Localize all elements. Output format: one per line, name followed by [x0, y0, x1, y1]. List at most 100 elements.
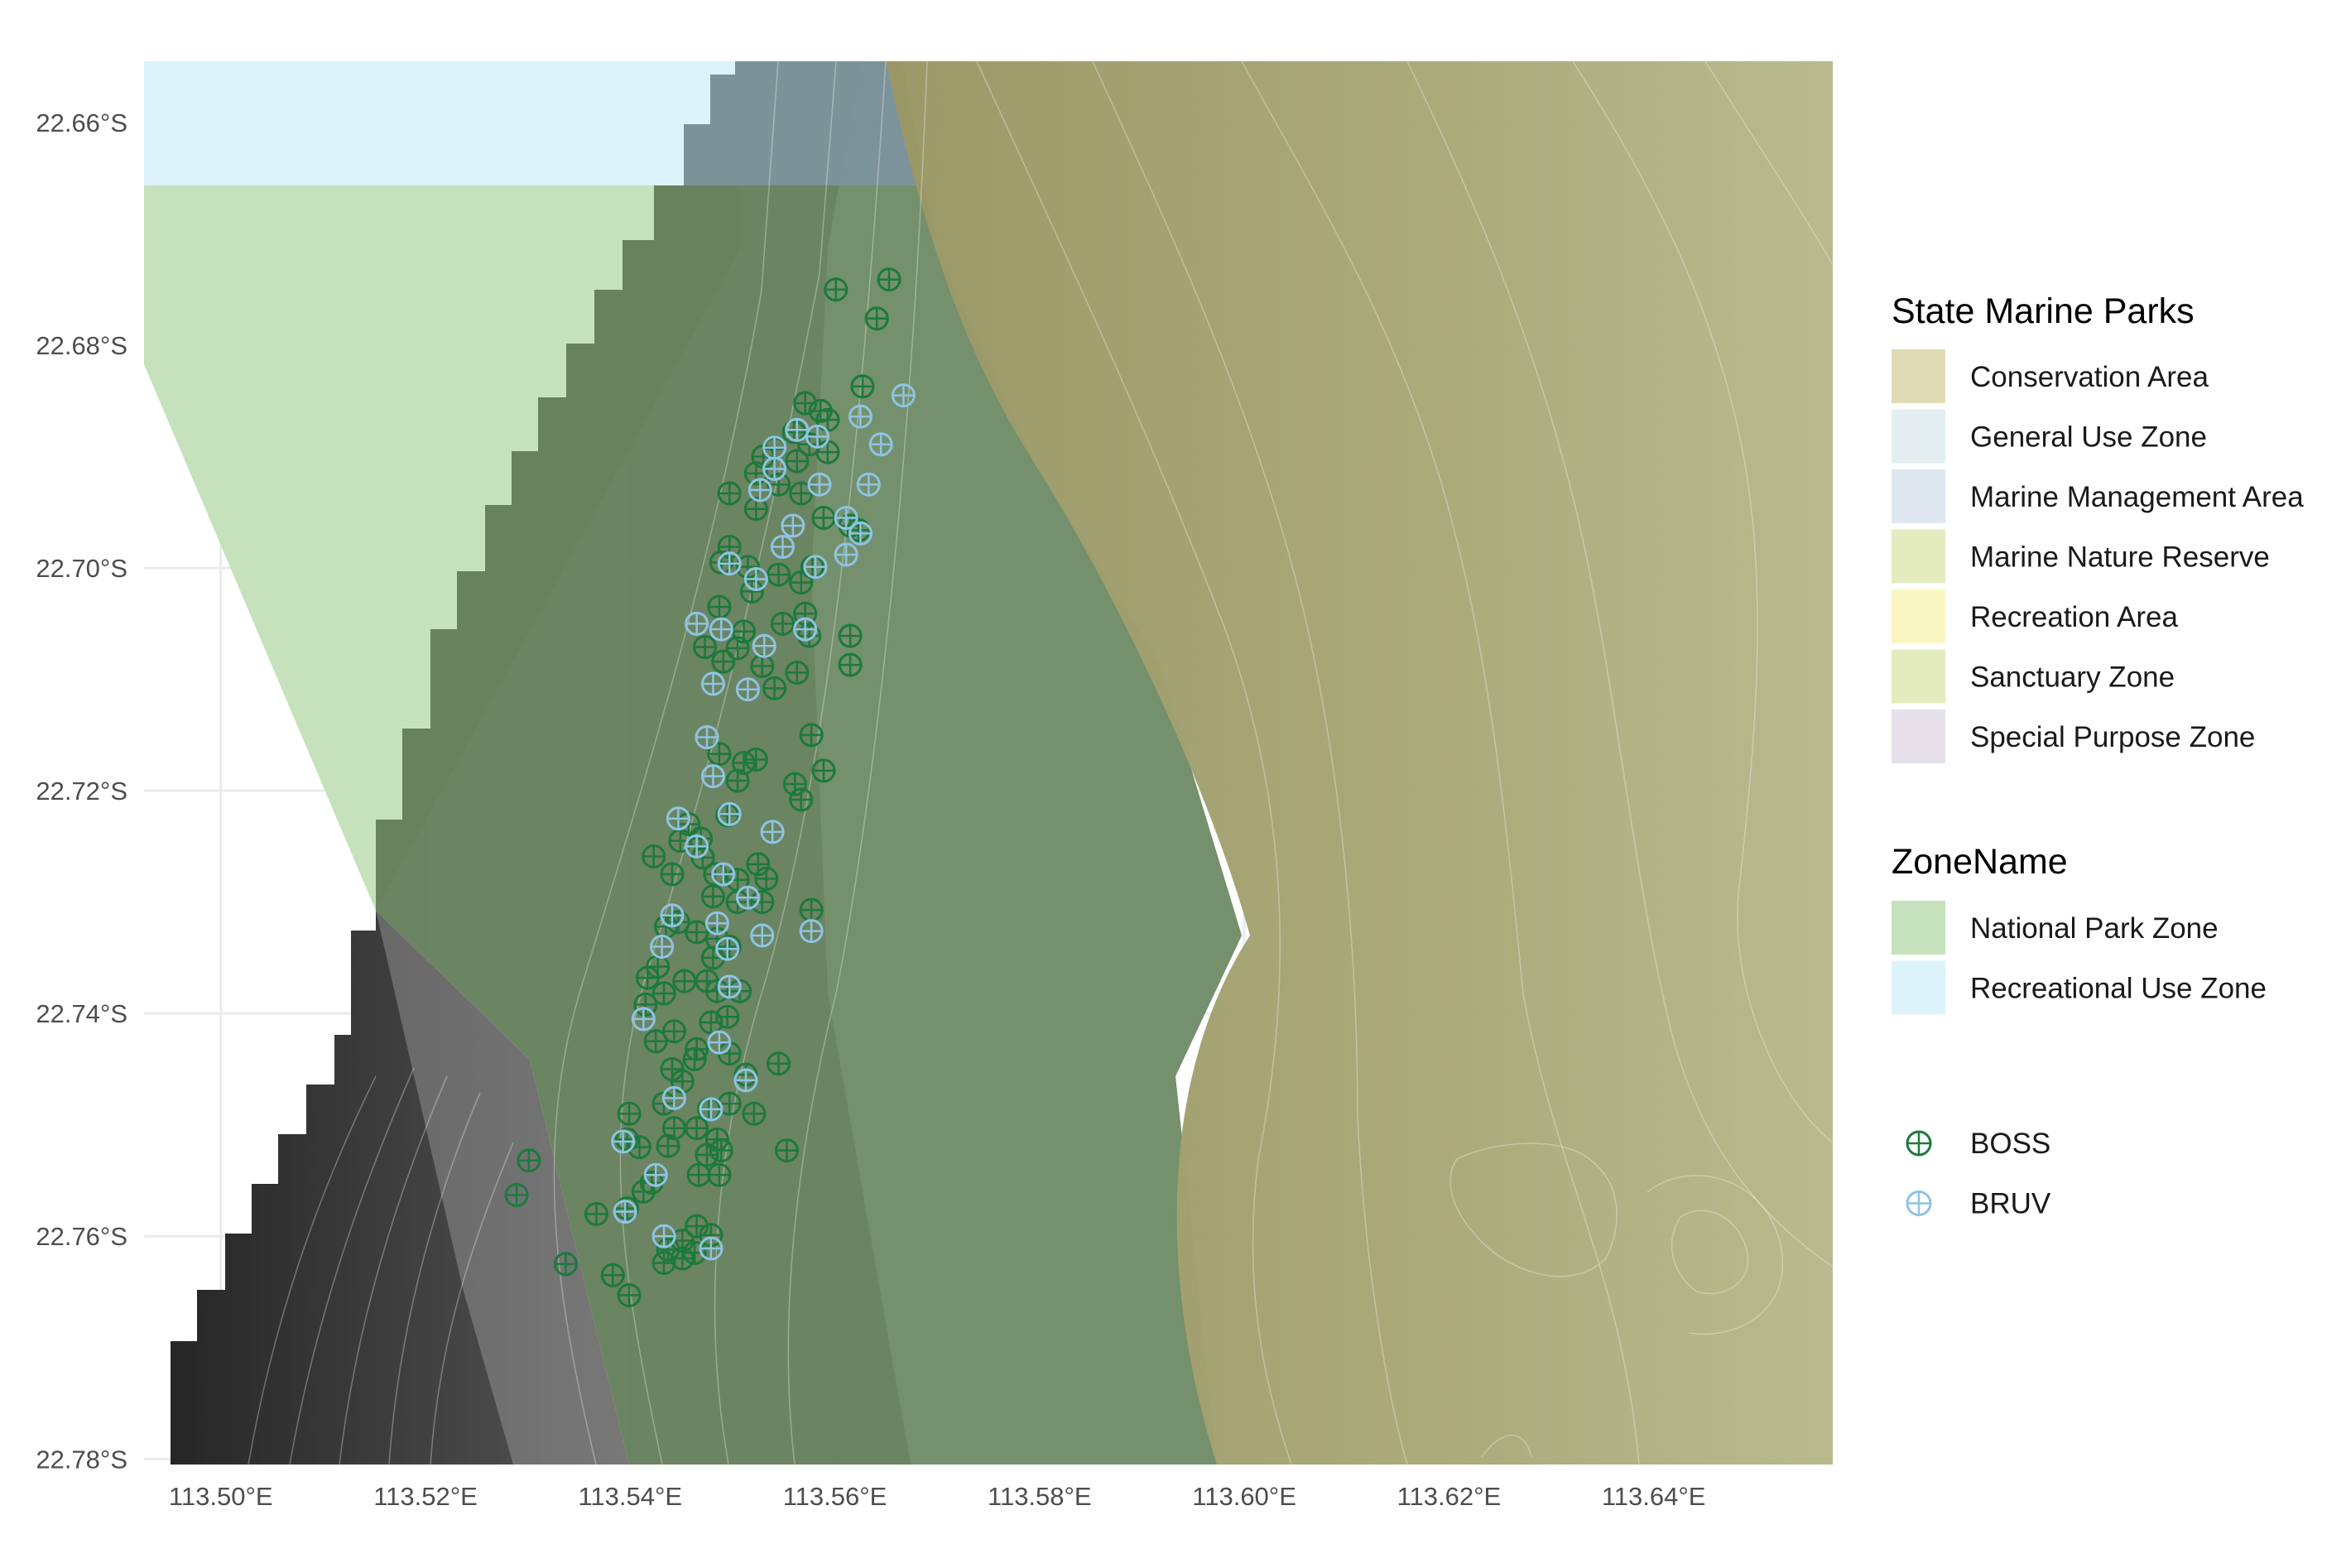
legend-zone-name: National Park Zone Recreational Use Zone	[1892, 901, 2267, 1015]
boss-sample-point	[642, 844, 666, 868]
boss-sample-point	[767, 472, 791, 497]
boss-sample-point	[754, 866, 779, 891]
map-layers	[144, 61, 1833, 1465]
boss-sample-point	[785, 449, 810, 474]
y-tick-label: 22.70°S	[36, 554, 127, 583]
y-tick-label: 22.66°S	[36, 108, 127, 137]
legend-state-park-label: Recreation Area	[1970, 601, 2179, 633]
y-axis-ticks: 22.66°S 22.68°S 22.70°S 22.72°S 22.74°S 22.76…	[36, 108, 127, 1474]
recreational-bathymetry	[684, 61, 919, 185]
boss-sample-point	[789, 570, 814, 595]
boss-sample-point	[700, 884, 725, 909]
bruv-sample-point	[650, 934, 675, 959]
boss-sample-point	[824, 277, 849, 302]
bruv-sample-point	[868, 432, 893, 457]
boss-sample-point	[743, 497, 768, 522]
bruv-sample-point	[856, 472, 881, 497]
legend-zone-swatch	[1892, 960, 1945, 1015]
legend-state-park-swatch	[1892, 349, 1945, 403]
boss-sample-point	[750, 653, 775, 678]
boss-sample-point	[711, 649, 736, 674]
boss-sample-point	[631, 1179, 656, 1204]
national-park-zone-mid	[811, 61, 1242, 1465]
bruv-sample-point	[666, 806, 690, 831]
boss-sample-point	[670, 1246, 695, 1271]
x-tick-label: 113.58°E	[988, 1482, 1092, 1511]
boss-sample-point	[717, 1091, 742, 1116]
boss-sample-point	[685, 1116, 709, 1141]
legend-method-key	[1906, 1130, 1932, 1157]
bruv-sample-point	[793, 617, 818, 642]
boss-sample-point	[707, 742, 732, 767]
boss-sample-point	[693, 635, 718, 660]
boss-sample-point	[799, 897, 824, 922]
bruv-sample-point	[762, 435, 787, 460]
bruv-sample-point	[699, 1097, 724, 1122]
bruv-sample-point	[717, 974, 742, 999]
x-tick-label: 113.56°E	[783, 1482, 887, 1511]
boss-sample-point	[762, 676, 787, 700]
boss-sample-point	[517, 1148, 541, 1173]
bruv-sample-point	[660, 903, 685, 928]
bruv-sample-point	[752, 633, 776, 658]
bathymetry-contours	[248, 61, 1833, 1465]
y-tick-label: 22.68°S	[36, 331, 127, 360]
boss-sample-point	[864, 306, 889, 331]
boss-sample-point	[789, 787, 814, 812]
bruv-sample-point	[750, 923, 775, 948]
legend-state-park-label: Marine Nature Reserve	[1970, 541, 2270, 574]
boss-sample-point	[743, 747, 768, 772]
x-axis-ticks: 113.50°E 113.52°E 113.54°E 113.56°E 113.58°E…	[169, 1482, 1706, 1511]
boss-sample-point	[838, 623, 863, 648]
bruv-sample-point	[643, 1162, 668, 1187]
legend-state-park-swatch	[1892, 709, 1945, 763]
legend-state-park-label: Sanctuary Zone	[1970, 661, 2175, 694]
bruv-sample-point	[799, 919, 824, 944]
x-tick-label: 113.50°E	[169, 1482, 273, 1511]
boss-sample-point	[685, 920, 709, 945]
boss-sample-point	[767, 562, 791, 587]
x-tick-label: 113.54°E	[578, 1482, 682, 1511]
bruv-sample-point	[685, 834, 709, 859]
boss-sample-point	[877, 267, 901, 292]
boss-sample-point	[617, 1283, 642, 1308]
boss-sample-point	[774, 1138, 799, 1163]
boss-sample-point	[850, 374, 875, 399]
bruv-sample-point	[834, 506, 858, 531]
boss-sample-point	[811, 506, 836, 531]
boss-sample-point	[742, 1101, 767, 1126]
boss-sample-point	[660, 862, 685, 887]
bruv-sample-point	[709, 617, 733, 642]
bruv-sample-point	[651, 1224, 676, 1248]
bruv-sample-point	[661, 1085, 686, 1110]
bruv-sample-point	[700, 671, 725, 696]
bruv-sample-point	[717, 801, 742, 826]
legend-method-label: BRUV	[1970, 1188, 2051, 1220]
legend-zone-swatch	[1892, 901, 1945, 955]
legend-state-park-swatch	[1892, 529, 1945, 584]
boss-sample-point	[770, 611, 795, 636]
y-tick-label: 22.76°S	[36, 1222, 127, 1251]
bruv-sample-point	[770, 535, 795, 560]
bruv-sample-point	[735, 677, 760, 702]
bruv-sample-point	[613, 1200, 637, 1224]
legend-state-park-label: General Use Zone	[1970, 421, 2207, 454]
boss-sample-point	[504, 1182, 529, 1207]
legend-zone-label: Recreational Use Zone	[1970, 973, 2267, 1005]
boss-sample-point	[699, 1010, 724, 1035]
boss-sample-point	[635, 965, 660, 990]
legend-title-zone-name: ZoneName	[1892, 842, 2068, 882]
boss-sample-point	[811, 758, 836, 783]
boss-sample-point	[838, 652, 863, 677]
bruv-sample-point	[891, 383, 916, 408]
boss-samples	[504, 267, 901, 1308]
bruv-sample-point	[735, 885, 760, 910]
boss-sample-point	[643, 1029, 668, 1054]
legend-state-park-swatch	[1892, 589, 1945, 643]
boss-sample-point	[797, 623, 822, 648]
legend-zone-label: National Park Zone	[1970, 912, 2219, 945]
boss-sample-point	[732, 751, 757, 775]
recreational-use-zone	[144, 61, 740, 185]
boss-sample-point	[709, 1138, 733, 1163]
